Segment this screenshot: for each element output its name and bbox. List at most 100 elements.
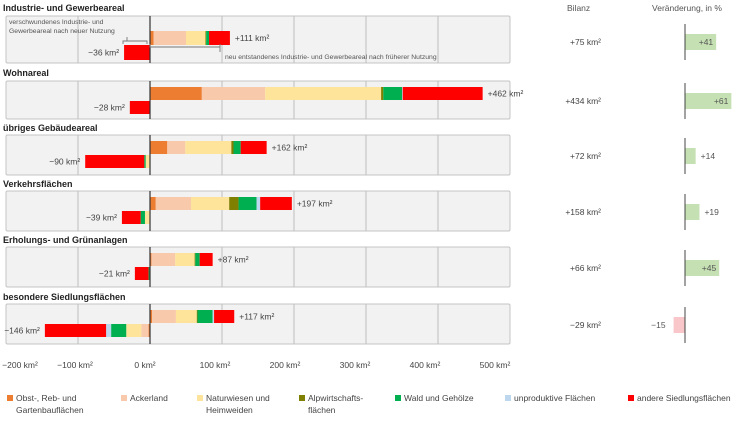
loss-bar-segment	[148, 267, 150, 280]
gain-bar-segment	[175, 310, 197, 323]
annotations: verschwundenes Industrie- und Gewerbearea…	[9, 19, 437, 61]
gain-bar-segment	[212, 310, 215, 323]
balance-value: +66 km²	[570, 263, 601, 273]
lost-bracket	[122, 37, 148, 44]
gain-bar-segment	[197, 310, 213, 323]
gain-total-label: +462 km²	[488, 89, 524, 99]
chart-row-4: Verkehrsflächen +197 km² −39 km² +158 km² +1…	[3, 179, 719, 232]
gain-bar-segment	[229, 197, 239, 210]
legend-item: Wald und Gehölze	[395, 393, 474, 403]
gain-bar-segment	[175, 253, 195, 266]
legend-swatch	[299, 395, 305, 401]
legend-item: andere Siedlungsflächen	[628, 393, 731, 403]
x-axis: −200 km² −100 km² 0 km² 100 km² 200 km² 300 k…	[2, 360, 510, 370]
chart-row-5: Erholungs- und Grünanlagen +87 km² −21 km²…	[3, 235, 720, 288]
gain-total-label: +87 km²	[218, 255, 249, 265]
gain-bar-segment	[209, 31, 230, 45]
gain-total-label: +117 km²	[239, 312, 274, 322]
x-tick-label: 0 km²	[134, 360, 155, 370]
gain-bar-segment	[150, 253, 152, 266]
change-bar	[685, 93, 732, 109]
row-title: besondere Siedlungsflächen	[3, 292, 126, 302]
legend-label: Naturwiesen und	[206, 393, 270, 403]
loss-total-label: −146 km²	[4, 326, 40, 336]
gain-bar-segment	[150, 141, 168, 154]
loss-bar-segment	[148, 324, 150, 337]
gain-total-label: +162 km²	[272, 143, 308, 153]
gain-bar-segment	[205, 31, 207, 45]
balance-value: +75 km²	[570, 37, 601, 47]
change-value-label: +61	[714, 96, 729, 106]
row-title: Erholungs- und Grünanlagen	[3, 235, 128, 245]
loss-total-label: −90 km²	[49, 157, 80, 167]
new-bracket	[149, 44, 221, 52]
x-tick-label: 400 km²	[410, 360, 441, 370]
legend-swatch	[7, 395, 13, 401]
x-tick-label: −200 km²	[2, 360, 38, 370]
gain-bar-segment	[153, 31, 186, 45]
annotation-lost-line2: Gewerbeareal nach neuer Nutzung	[9, 28, 115, 35]
gain-bar-segment	[238, 197, 257, 210]
legend-item: Obst-, Reb- und Gartenbauflächen	[7, 393, 84, 415]
loss-bar-segment	[140, 211, 145, 224]
gain-bar-segment	[256, 197, 261, 210]
annotation-new: neu entstandenes Industrie- und Gewerbea…	[225, 54, 437, 61]
change-value-label: +45	[702, 263, 717, 273]
legend-swatch	[395, 395, 401, 401]
annotation-lost-line1: verschwundenes Industrie- und	[9, 19, 104, 26]
x-tick-label: 300 km²	[340, 360, 371, 370]
gain-bar-segment	[152, 310, 176, 323]
legend-item: unproduktive Flächen	[505, 393, 596, 403]
chart-row-3: übriges Gebäudeareal +162 km² −90 km² +72 k…	[3, 123, 715, 176]
loss-total-label: −36 km²	[88, 48, 119, 58]
change-bar	[685, 34, 717, 50]
change-column-header: Veränderung, in %	[652, 3, 722, 13]
loss-bar-segment	[129, 101, 150, 114]
gain-bar-segment	[150, 87, 202, 100]
loss-bar-segment	[85, 155, 145, 168]
gain-bar-segment	[231, 141, 234, 154]
chart-row-6: besondere Siedlungsflächen +117 km² −146 k…	[3, 292, 686, 345]
balance-value: −29 km²	[570, 320, 601, 330]
legend-label: Wald und Gehölze	[404, 393, 474, 403]
gain-bar-segment	[260, 197, 292, 210]
gain-bar-segment	[150, 310, 153, 323]
loss-bar-segment	[134, 267, 149, 280]
balance-value: +158 km²	[565, 207, 601, 217]
gain-bar-segment	[185, 141, 232, 154]
loss-bar-segment	[144, 155, 146, 168]
gain-bar-segment	[191, 197, 230, 210]
gain-bar-segment	[150, 31, 154, 45]
legend-label: Obst-, Reb- und	[16, 393, 77, 403]
loss-total-label: −28 km²	[94, 103, 125, 113]
change-value-label: +19	[704, 207, 719, 217]
change-bar	[685, 260, 720, 276]
chart-row-1: Industrie- und Gewerbeareal +111 km² −36 k…	[3, 3, 717, 64]
legend-label: unproduktive Flächen	[514, 393, 596, 403]
balance-column-header: Bilanz	[567, 3, 590, 13]
legend-item: Naturwiesen und Heimweiden	[197, 393, 270, 415]
loss-bar-segment	[145, 155, 150, 168]
gain-bar-segment	[155, 197, 192, 210]
gain-bar-segment	[167, 141, 186, 154]
chart-row-2: Wohnareal +462 km² −28 km² +434 km² +61	[3, 68, 732, 120]
legend-item: Alpwirtschafts-flächen	[299, 393, 363, 415]
change-bar	[673, 317, 685, 333]
loss-bar-segment	[44, 324, 107, 337]
change-value-label: −15	[651, 320, 666, 330]
gain-bar-segment	[214, 310, 235, 323]
legend-item: Ackerland	[121, 393, 168, 403]
gain-bar-segment	[196, 310, 198, 323]
gain-bar-segment	[206, 31, 210, 45]
loss-total-label: −39 km²	[86, 213, 117, 223]
gain-bar-segment	[240, 141, 267, 154]
balance-value: +434 km²	[565, 96, 601, 106]
x-tick-label: 200 km²	[270, 360, 301, 370]
gain-bar-segment	[151, 253, 176, 266]
legend-swatch	[505, 395, 511, 401]
change-value-label: +41	[699, 37, 714, 47]
gain-total-label: +197 km²	[297, 199, 333, 209]
row-title: Industrie- und Gewerbeareal	[3, 3, 125, 13]
loss-bar-segment	[126, 324, 142, 337]
loss-bar-segment	[144, 211, 150, 224]
